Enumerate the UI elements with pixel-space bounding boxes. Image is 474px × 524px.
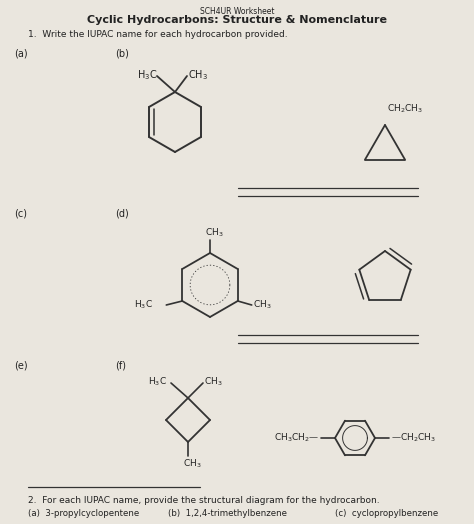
Text: 1.  Write the IUPAC name for each hydrocarbon provided.: 1. Write the IUPAC name for each hydroca…: [28, 30, 288, 39]
Text: CH$_3$: CH$_3$: [253, 299, 271, 311]
Text: Cyclic Hydrocarbons: Structure & Nomenclature: Cyclic Hydrocarbons: Structure & Nomencl…: [87, 15, 387, 25]
Text: CH$_3$CH$_2$—: CH$_3$CH$_2$—: [273, 432, 319, 444]
Text: CH$_3$: CH$_3$: [183, 457, 201, 470]
Text: 2.  For each IUPAC name, provide the structural diagram for the hydrocarbon.: 2. For each IUPAC name, provide the stru…: [28, 496, 380, 505]
Text: (f): (f): [115, 360, 126, 370]
Text: (b)  1,2,4-trimethylbenzene: (b) 1,2,4-trimethylbenzene: [168, 509, 287, 518]
Text: CH$_2$CH$_3$: CH$_2$CH$_3$: [387, 103, 423, 115]
Text: (c): (c): [14, 208, 27, 218]
Text: (b): (b): [115, 48, 129, 58]
Text: (e): (e): [14, 360, 27, 370]
Text: H$_3$C: H$_3$C: [137, 68, 157, 82]
Text: H$_3$C: H$_3$C: [148, 376, 167, 388]
Text: (c)  cyclopropylbenzene: (c) cyclopropylbenzene: [335, 509, 438, 518]
Text: (a)  3-propylcyclopentene: (a) 3-propylcyclopentene: [28, 509, 139, 518]
Text: (d): (d): [115, 208, 129, 218]
Text: (a): (a): [14, 48, 27, 58]
Text: CH$_3$: CH$_3$: [204, 376, 223, 388]
Text: CH$_3$: CH$_3$: [205, 226, 224, 239]
Text: CH$_3$: CH$_3$: [188, 68, 208, 82]
Text: SCH4UR Worksheet: SCH4UR Worksheet: [200, 7, 274, 16]
Text: H$_3$C: H$_3$C: [134, 299, 153, 311]
Text: —CH$_2$CH$_3$: —CH$_2$CH$_3$: [391, 432, 436, 444]
